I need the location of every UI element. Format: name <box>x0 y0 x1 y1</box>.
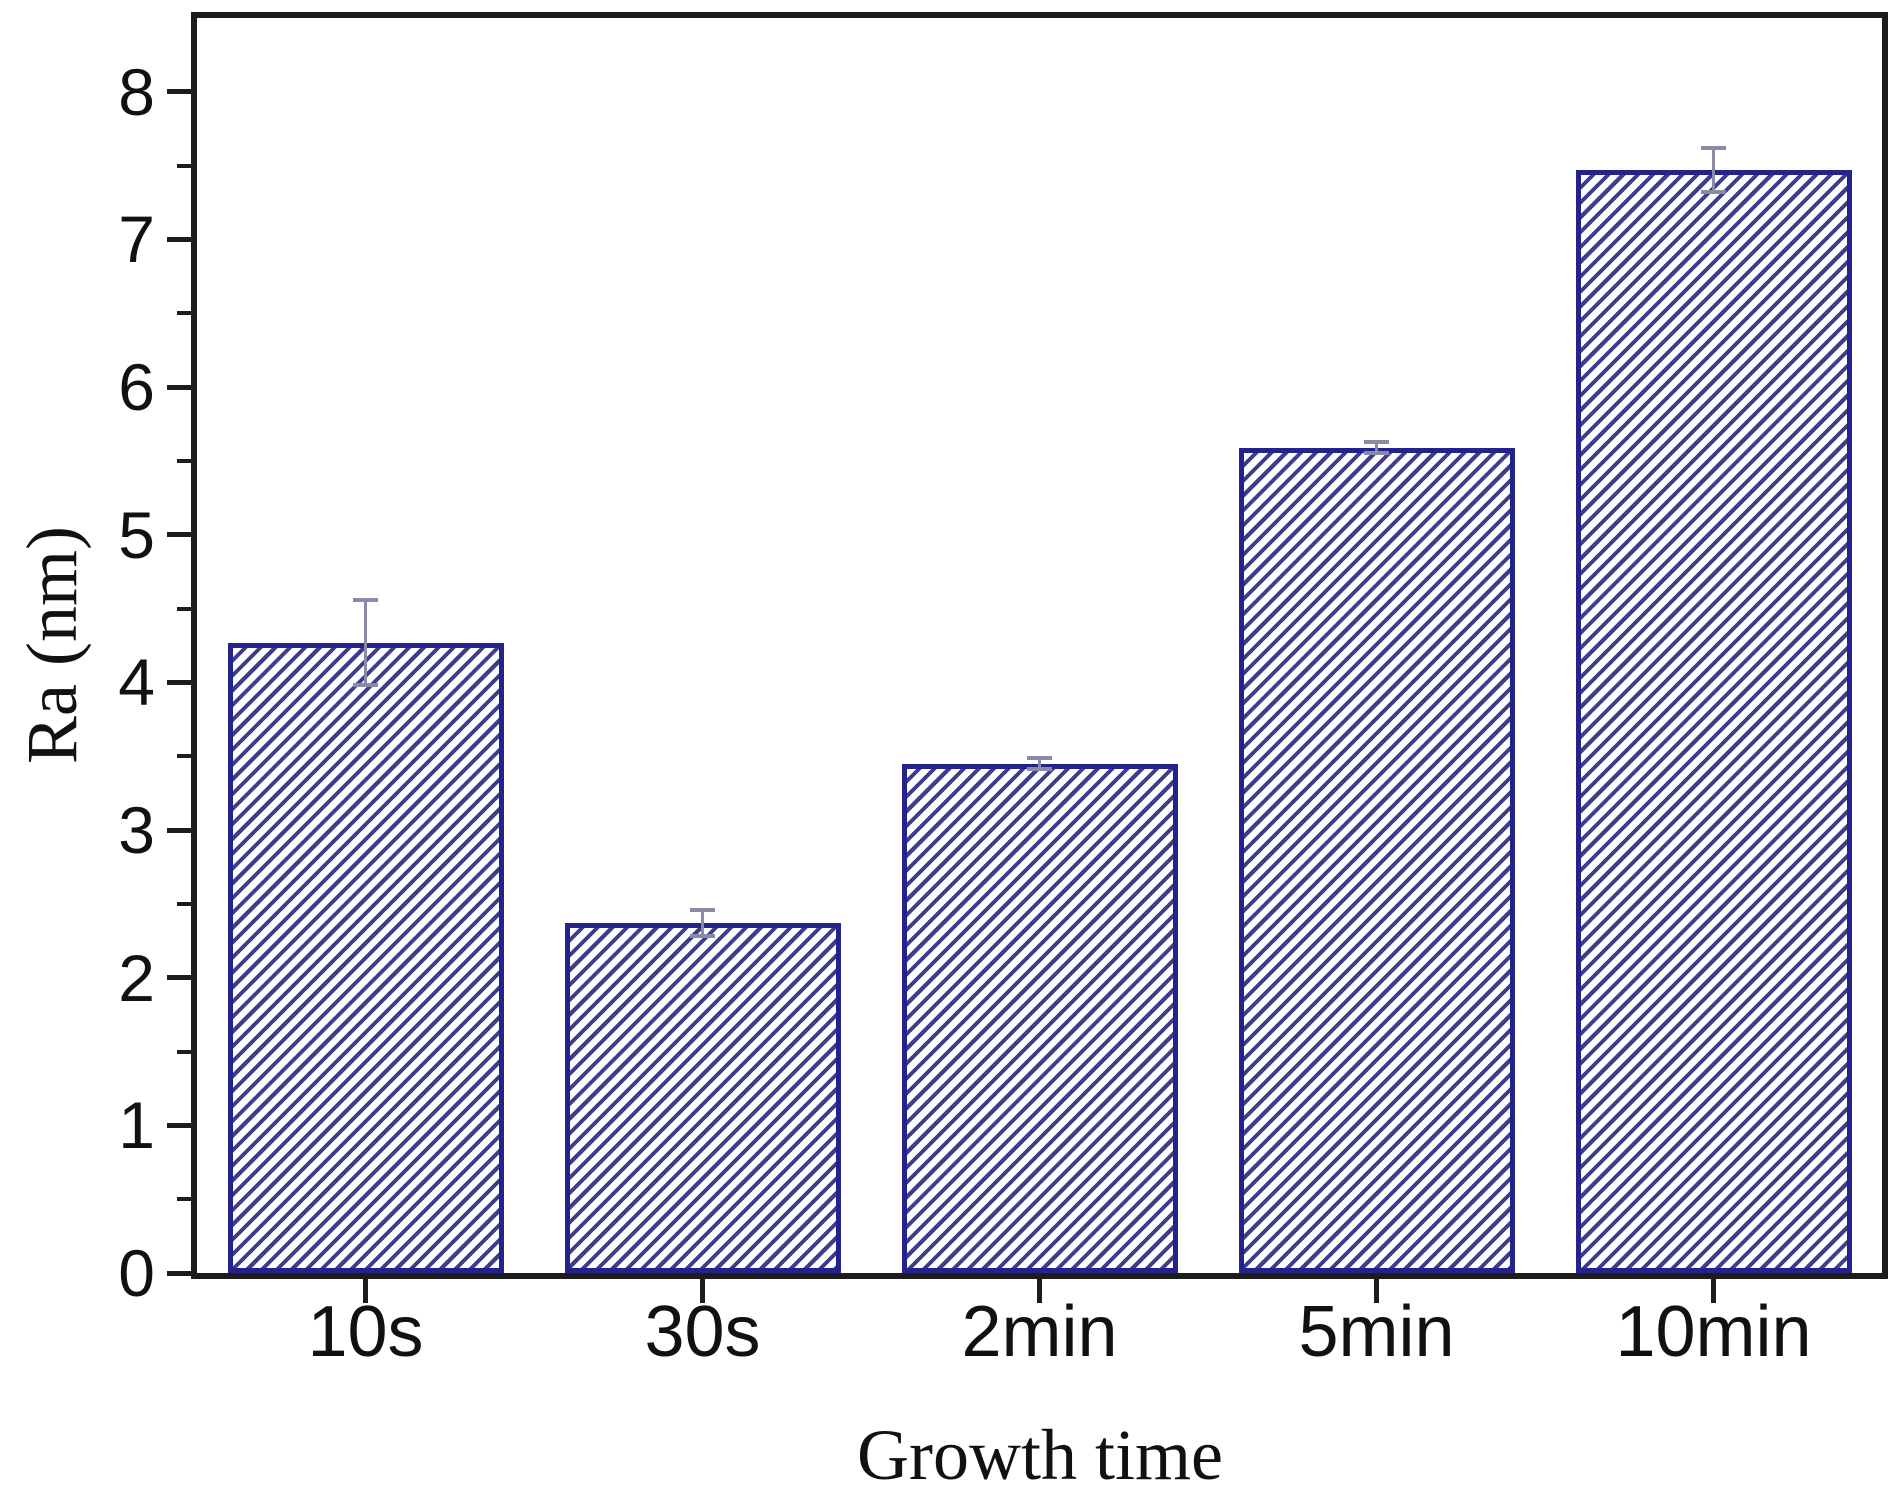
error-bar-cap-bottom <box>690 933 715 938</box>
error-bar-cap-bottom <box>1027 766 1052 771</box>
y-minor-tick-7.5 <box>177 163 191 168</box>
x-tick-30s <box>700 1279 705 1303</box>
y-minor-tick-3.5 <box>177 754 191 759</box>
x-tick-5min <box>1374 1279 1379 1303</box>
y-tick-label-3: 3 <box>118 793 155 868</box>
x-tick-10min <box>1711 1279 1716 1303</box>
x-tick-2min <box>1037 1279 1042 1303</box>
error-bar-cap-top <box>1364 440 1389 445</box>
y-minor-tick-1.5 <box>177 1049 191 1054</box>
x-tick-label-10s: 10s <box>307 1292 424 1372</box>
y-major-tick-0 <box>167 1270 191 1276</box>
x-tick-label-5min: 5min <box>1298 1292 1455 1372</box>
y-major-tick-3 <box>167 827 191 833</box>
y-tick-label-7: 7 <box>118 202 155 277</box>
error-bar-cap-top <box>353 598 378 603</box>
error-bar-cap-top <box>690 908 715 913</box>
error-bar-cap-bottom <box>1364 451 1389 456</box>
y-major-tick-8 <box>167 89 191 95</box>
y-minor-tick-2.5 <box>177 901 191 906</box>
bar-5min <box>1238 447 1515 1273</box>
y-tick-label-0: 0 <box>118 1236 155 1310</box>
y-major-tick-1 <box>167 1122 191 1128</box>
x-tick-10s <box>363 1279 368 1303</box>
y-major-tick-6 <box>167 384 191 390</box>
y-minor-tick-6.5 <box>177 311 191 316</box>
y-tick-label-2: 2 <box>118 940 155 1015</box>
error-bar-5min <box>1364 440 1389 456</box>
error-bar-line <box>364 598 367 687</box>
y-tick-label-6: 6 <box>118 350 155 425</box>
error-bar-10s <box>353 598 378 687</box>
y-minor-tick-4.5 <box>177 606 191 611</box>
y-axis-title: Ra (nm) <box>12 526 92 764</box>
error-bar-line <box>1712 146 1715 194</box>
y-minor-tick-5.5 <box>177 458 191 463</box>
bar-10s <box>227 642 504 1273</box>
error-bar-cap-top <box>1027 756 1052 761</box>
error-bar-cap-bottom <box>1701 189 1726 194</box>
bar-2min <box>901 763 1178 1273</box>
error-bar-line <box>1038 756 1041 771</box>
x-axis-title: Growth time <box>857 1415 1223 1495</box>
x-tick-label-2min: 2min <box>961 1292 1118 1372</box>
error-bar-line <box>701 908 704 938</box>
bar-30s <box>564 923 841 1273</box>
y-major-tick-4 <box>167 679 191 685</box>
y-tick-label-8: 8 <box>118 54 155 129</box>
error-bar-cap-bottom <box>353 682 378 687</box>
error-bar-line <box>1375 440 1378 456</box>
y-minor-tick-0.5 <box>177 1197 191 1202</box>
bar-10min <box>1575 170 1852 1273</box>
error-bar-30s <box>690 908 715 938</box>
y-tick-label-1: 1 <box>118 1088 155 1163</box>
y-tick-label-4: 4 <box>118 645 155 720</box>
x-tick-label-30s: 30s <box>644 1292 761 1372</box>
error-bar-cap-top <box>1701 146 1726 151</box>
y-major-tick-2 <box>167 975 191 981</box>
error-bar-10min <box>1701 146 1726 194</box>
y-major-tick-5 <box>167 532 191 538</box>
error-bar-2min <box>1027 756 1052 771</box>
x-tick-label-10min: 10min <box>1615 1292 1812 1372</box>
y-tick-label-5: 5 <box>118 497 155 572</box>
y-major-tick-7 <box>167 236 191 242</box>
